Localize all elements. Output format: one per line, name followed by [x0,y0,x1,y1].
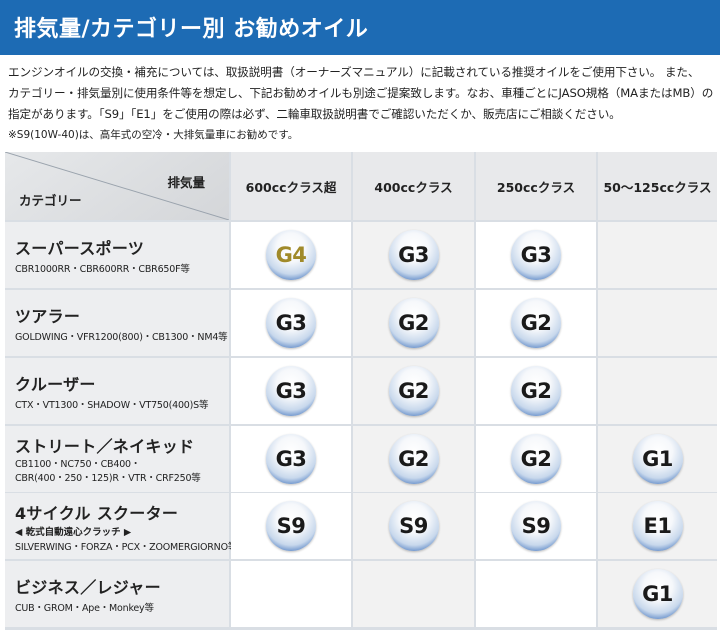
oil-cell: G3 [231,290,351,356]
oil-cell: G3 [231,426,351,492]
category-name: ストリート／ネイキッド [15,437,195,456]
category-name: ビジネス／レジャー [15,578,161,597]
category-name: ツアラー [15,307,81,326]
note-text: ※S9(10W-40)は、高年式の空冷・大排気量車にお勧めです。 [8,129,299,141]
oil-grade-badge: G2 [511,298,561,348]
intro-line: カテゴリー・排気量別に使用条件等を想定し、下記お勧めオイルも別途ご提案致します。… [8,86,714,100]
category-models: CBR1000RR・CBR600RR・CBR650F等 [15,264,190,275]
oil-cell: G1 [598,561,717,627]
oil-cell [353,561,474,627]
oil-cell: S9 [231,493,351,559]
oil-cell [598,290,717,356]
column-header: 600ccクラス超 [231,152,351,220]
oil-grade-badge: E1 [632,501,683,551]
oil-grade-label: G2 [398,311,429,335]
oil-grade-badge: S9 [388,501,439,551]
oil-cell: G2 [476,358,596,424]
column-header: 50〜125ccクラス [598,152,717,220]
category-cell: ツアラー GOLDWING・VFR1200(800)・CB1300・NM4等 [5,290,229,356]
oil-cell [598,358,717,424]
intro-line: エンジンオイルの交換・補充については、取扱説明書（オーナーズマニュアル）に記載さ… [8,65,700,79]
oil-grade-badge: G2 [511,366,561,416]
category-models: CB1100・NC750・CB400・ [15,459,141,470]
oil-recommendation-table: 排気量 カテゴリー 600ccクラス超 400ccクラス 250ccクラス 50〜12… [5,152,717,630]
category-name: クルーザー [15,375,96,394]
category-models: CTX・VT1300・SHADOW・VT750(400)S等 [15,400,209,411]
oil-cell [231,561,351,627]
oil-grade-label: E1 [643,514,672,538]
oil-grade-label: G2 [520,311,552,335]
oil-cell: G2 [476,426,596,492]
category-models: CBR(400・250・125)R・VTR・CRF250等 [15,473,201,484]
oil-cell: S9 [476,493,596,559]
oil-grade-label: G3 [275,447,307,471]
category-cell: ビジネス／レジャー CUB・GROM・Ape・Monkey等 [5,561,229,627]
oil-cell: G2 [353,426,474,492]
oil-grade-label: G1 [642,447,673,471]
category-cell: スーパースポーツ CBR1000RR・CBR600RR・CBR650F等 [5,222,229,288]
category-header-label: カテゴリー [19,193,82,208]
oil-cell: G2 [476,290,596,356]
oil-grade-badge: G1 [632,434,683,484]
oil-grade-badge: G3 [511,230,561,280]
oil-grade-badge: G2 [388,434,439,484]
oil-grade-badge: G2 [511,434,561,484]
intro-text: エンジンオイルの交換・補充については、取扱説明書（オーナーズマニュアル）に記載さ… [8,62,716,125]
oil-grade-label: G2 [520,379,552,403]
oil-grade-badge: S9 [266,501,316,551]
oil-grade-label: G3 [275,311,307,335]
oil-cell: G2 [353,358,474,424]
oil-cell: S9 [353,493,474,559]
oil-grade-badge: G3 [388,230,439,280]
oil-grade-badge: G3 [266,434,316,484]
oil-grade-label: G4 [275,243,307,267]
oil-cell: G3 [231,358,351,424]
oil-cell [476,561,596,627]
header-corner-cell: 排気量 カテゴリー [5,152,229,220]
oil-cell: G2 [353,290,474,356]
category-cell: 4サイクル スクーター ◀ 乾式自動遠心クラッチ ▶ SILVERWING・FORZ… [5,493,238,559]
category-cell: ストリート／ネイキッド CB1100・NC750・CB400・ CBR(400・25… [5,426,229,492]
category-models: CUB・GROM・Ape・Monkey等 [15,603,154,614]
category-cell: クルーザー CTX・VT1300・SHADOW・VT750(400)S等 [5,358,229,424]
column-header: 250ccクラス [476,152,596,220]
oil-grade-label: G3 [275,379,307,403]
oil-cell: G1 [598,426,717,492]
oil-grade-label: G2 [520,447,552,471]
oil-grade-label: G3 [520,243,552,267]
oil-grade-badge: G3 [266,298,316,348]
oil-grade-badge: S9 [511,501,561,551]
displacement-header-label: 排気量 [167,175,205,190]
category-name: 4サイクル スクーター [15,504,179,523]
category-models: ◀ 乾式自動遠心クラッチ ▶ [15,527,132,538]
column-header: 400ccクラス [353,152,474,220]
category-models: SILVERWING・FORZA・PCX・ZOOMERGIORNO等 [15,542,238,553]
oil-grade-badge: G2 [388,366,439,416]
oil-cell: G4 [231,222,351,288]
oil-grade-label: S9 [521,514,551,538]
oil-grade-label: S9 [276,514,306,538]
diagonal-divider [5,152,229,220]
oil-grade-badge: G4 [266,230,316,280]
category-models: GOLDWING・VFR1200(800)・CB1300・NM4等 [15,332,228,343]
oil-grade-badge: G2 [388,298,439,348]
intro-line: 指定があります。「S9」「E1」をご使用の際は必ず、二輪車取扱説明書でご確認いた… [8,107,621,121]
page-title: 排気量/カテゴリー別 お勧めオイル [14,17,369,42]
oil-grade-label: G2 [398,447,429,471]
oil-grade-label: S9 [399,514,428,538]
oil-grade-badge: G3 [266,366,316,416]
oil-grade-label: G3 [398,243,429,267]
category-name: スーパースポーツ [15,239,145,258]
oil-grade-label: G2 [398,379,429,403]
oil-cell: G3 [476,222,596,288]
oil-cell: E1 [598,493,717,559]
oil-grade-label: G1 [642,582,673,606]
oil-cell: G3 [353,222,474,288]
title-bar: 排気量/カテゴリー別 お勧めオイル [0,0,720,55]
oil-grade-badge: G1 [632,569,683,619]
oil-cell [598,222,717,288]
